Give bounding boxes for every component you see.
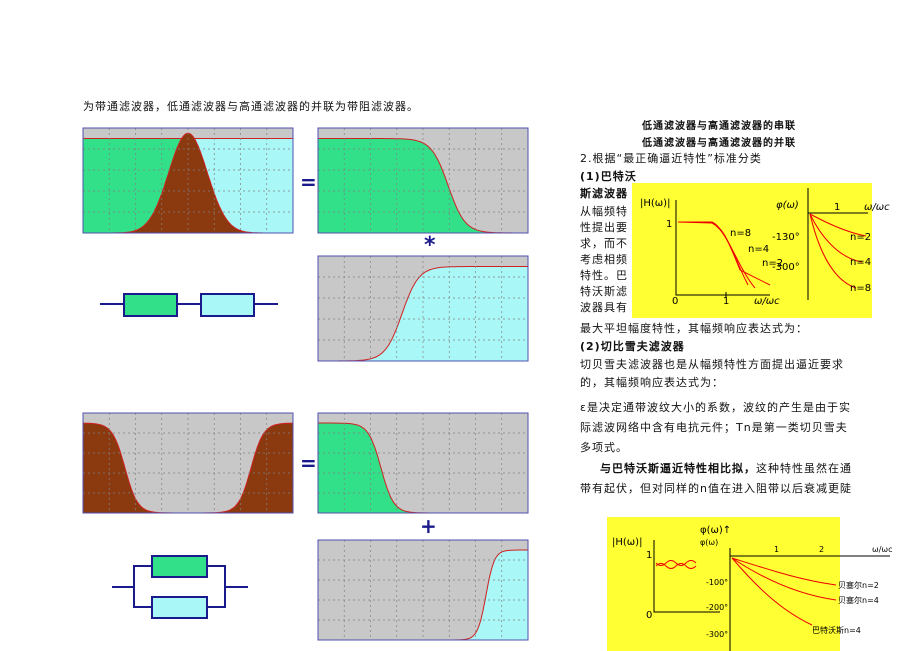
series-circuit bbox=[100, 293, 278, 317]
text-line: 斯滤波器 bbox=[580, 187, 628, 200]
label: 1 bbox=[723, 296, 729, 307]
text-line: 求，而不 bbox=[580, 237, 628, 250]
text-line: 波器具有 bbox=[580, 301, 628, 314]
text-line: 与巴特沃斯逼近特性相比拟，这种特性虽然在通 bbox=[600, 460, 852, 476]
intro: 为带通滤波器，低通滤波器与高通滤波器的并联为带阻滤波器。 bbox=[83, 100, 419, 113]
label: 1 bbox=[834, 202, 840, 213]
text-line: 性提出要 bbox=[580, 221, 628, 234]
panel-frame bbox=[317, 127, 529, 234]
text-line: 考虑相频 bbox=[580, 253, 628, 266]
text-line: 带有起伏，但对同样的n值在进入阻带以后衰减更陡 bbox=[580, 482, 852, 495]
label: n=2 bbox=[762, 258, 783, 269]
label: 贝塞尔n=4 bbox=[838, 595, 879, 605]
figure-1: |H(ω)| 1 0 1 ω/ωc n=8 n=4 n=2 φ(ω) 1 ω/ω… bbox=[632, 183, 890, 318]
label: n=2 bbox=[850, 232, 871, 243]
label: φ(ω) bbox=[776, 200, 799, 211]
label: -300° bbox=[706, 630, 728, 639]
label: n=4 bbox=[850, 257, 871, 268]
label: n=8 bbox=[850, 283, 871, 294]
label: |H(ω)| bbox=[640, 198, 670, 209]
label: ω/ωc bbox=[864, 202, 890, 213]
bold-text: 与巴特沃斯逼近特性相比拟， bbox=[600, 462, 756, 475]
operator: * bbox=[424, 233, 436, 258]
caption: 低通滤波器与高通滤波器的并联 bbox=[642, 138, 796, 149]
panel-frame bbox=[317, 412, 529, 514]
label: |H(ω)| bbox=[612, 537, 642, 548]
label: 1 bbox=[646, 550, 652, 561]
heading: (2)切比雪夫滤波器 bbox=[580, 340, 685, 353]
panel-frame bbox=[82, 127, 294, 234]
panels bbox=[82, 127, 529, 641]
label: -200° bbox=[706, 603, 728, 612]
operator: = bbox=[300, 451, 317, 475]
label: n=8 bbox=[730, 228, 751, 239]
heading: 2.根据“最正确逼近特性”标准分类 bbox=[580, 152, 762, 165]
label: n=4 bbox=[748, 244, 769, 255]
label: 0 bbox=[672, 296, 678, 307]
label: 贝塞尔n=2 bbox=[838, 580, 879, 590]
text-line: (1)巴特沃 bbox=[580, 170, 637, 183]
label: 2 bbox=[819, 545, 824, 554]
label: 1 bbox=[774, 545, 779, 554]
operator: + bbox=[420, 514, 437, 538]
label: 1 bbox=[666, 219, 672, 230]
label: 巴特沃斯n=4 bbox=[812, 625, 861, 635]
text-line: 最大平坦幅度特性，其幅频响应表达式为： bbox=[580, 322, 808, 335]
panel-frame bbox=[317, 539, 529, 641]
text-line: 际滤波网络中含有电抗元件；Tn是第一类切贝雪夫 bbox=[580, 421, 848, 434]
text-line: ε是决定通带波纹大小的系数，波纹的产生是由于实 bbox=[580, 401, 851, 414]
text-line: 特沃斯滤 bbox=[580, 285, 628, 298]
response-fill bbox=[318, 423, 528, 513]
text-line: 特性。巴 bbox=[580, 269, 628, 282]
text: 这种特性虽然在通 bbox=[756, 462, 852, 475]
parallel-circuit bbox=[112, 555, 248, 619]
text-line: 多项式。 bbox=[580, 441, 628, 454]
figure-2: φ(ω)↑ |H(ω)| 1 0 φ(ω) 1 2 ω/ωc -100° -20… bbox=[607, 517, 893, 651]
label: -100° bbox=[706, 578, 728, 587]
label: φ(ω) bbox=[700, 538, 718, 547]
caption: 低通滤波器与高通滤波器的串联 bbox=[642, 121, 796, 132]
label: ω/ωc bbox=[754, 296, 780, 307]
label: -300° bbox=[772, 262, 800, 273]
text-line: 从幅频特 bbox=[580, 205, 628, 218]
panel-frame bbox=[317, 255, 529, 362]
operator: = bbox=[300, 170, 317, 194]
label: ω/ωc bbox=[872, 545, 893, 554]
label: -130° bbox=[772, 232, 800, 243]
label: φ(ω)↑ bbox=[700, 525, 731, 536]
label: 0 bbox=[646, 610, 652, 621]
text-line: 切贝雪夫滤波器也是从幅频特性方面提出逼近要求 bbox=[580, 358, 844, 371]
panel-frame bbox=[82, 412, 294, 514]
text-line: 的，其幅频响应表达式为： bbox=[580, 376, 724, 389]
